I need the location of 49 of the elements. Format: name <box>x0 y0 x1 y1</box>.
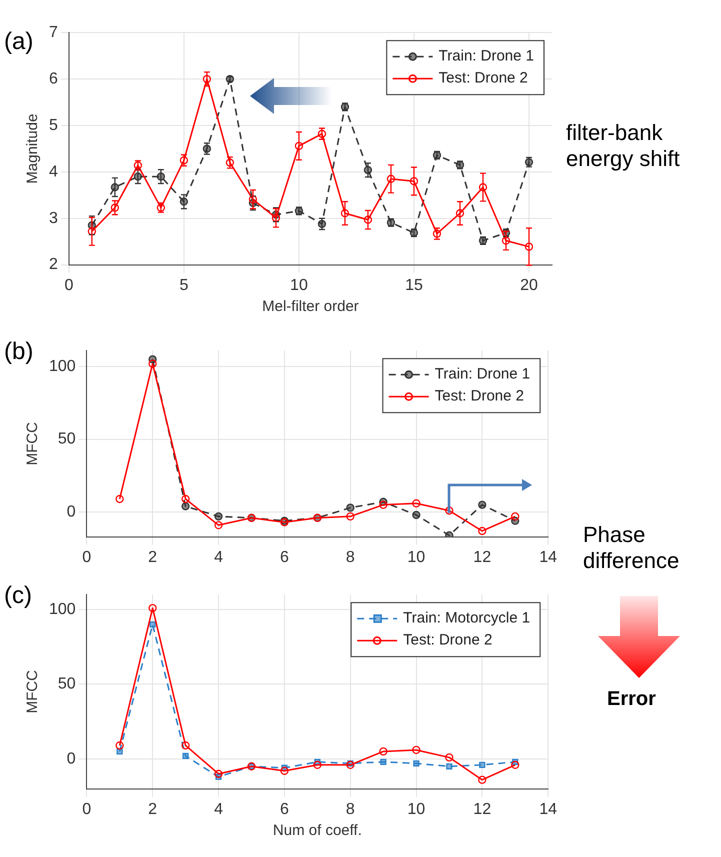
x-axis-title: Num of coeff. <box>272 822 362 840</box>
x-tick-label: 20 <box>520 276 538 294</box>
x-tick-label: 6 <box>280 800 289 818</box>
y-tick-label: 50 <box>58 676 76 693</box>
x-axis-title: Mel-filter order <box>262 298 359 316</box>
text: filter-bank energy shift <box>566 120 681 172</box>
text: (a) <box>4 28 34 56</box>
y-axis-title: MFCC <box>24 422 42 466</box>
x-tick-label: 14 <box>539 548 558 566</box>
legend-label: Test: Drone 2 <box>438 70 528 87</box>
x-tick-label: 10 <box>407 548 426 566</box>
x-tick-label: 15 <box>405 276 423 294</box>
y-tick-label: 50 <box>58 430 76 448</box>
y-axis-title: Magnitude <box>24 114 42 184</box>
x-tick-label: 2 <box>148 800 158 818</box>
legend-label: Test: Drone 2 <box>403 632 492 649</box>
y-tick-label: 4 <box>48 163 58 180</box>
x-tick-label: 4 <box>214 800 224 818</box>
legend-label: Train: Motorcycle 1 <box>403 610 530 627</box>
text: Phase difference <box>583 522 680 574</box>
y-tick-label: 3 <box>48 210 58 227</box>
text: (b) <box>4 338 34 366</box>
y-tick-label: 2 <box>48 256 58 274</box>
legend-label: Test: Drone 2 <box>434 388 524 405</box>
x-tick-label: 12 <box>473 548 492 566</box>
y-tick-label: 0 <box>66 503 76 520</box>
x-tick-label: 0 <box>82 548 92 566</box>
x-tick-label: 2 <box>148 548 158 566</box>
y-tick-label: 7 <box>48 24 58 42</box>
y-tick-label: 100 <box>48 358 76 376</box>
x-tick-label: 4 <box>214 548 224 566</box>
text: Error <box>607 688 657 711</box>
x-tick-label: 10 <box>407 800 426 818</box>
x-tick-label: 14 <box>539 800 558 818</box>
x-tick-label: 12 <box>473 800 492 818</box>
x-tick-label: 8 <box>346 548 355 566</box>
x-tick-label: 8 <box>346 800 355 818</box>
x-tick-label: 6 <box>280 548 289 566</box>
y-axis-title: MFCC <box>24 670 42 714</box>
text: (c) <box>4 582 32 610</box>
y-tick-label: 6 <box>48 70 58 88</box>
legend-label: Train: Drone 1 <box>434 366 530 383</box>
y-tick-label: 100 <box>48 600 76 618</box>
legend-label: Train: Drone 1 <box>438 48 534 65</box>
y-tick-label: 0 <box>66 750 76 768</box>
x-tick-label: 5 <box>179 276 188 294</box>
x-tick-label: 0 <box>82 800 92 818</box>
x-tick-label: 10 <box>290 276 308 294</box>
y-tick-label: 5 <box>48 116 58 134</box>
